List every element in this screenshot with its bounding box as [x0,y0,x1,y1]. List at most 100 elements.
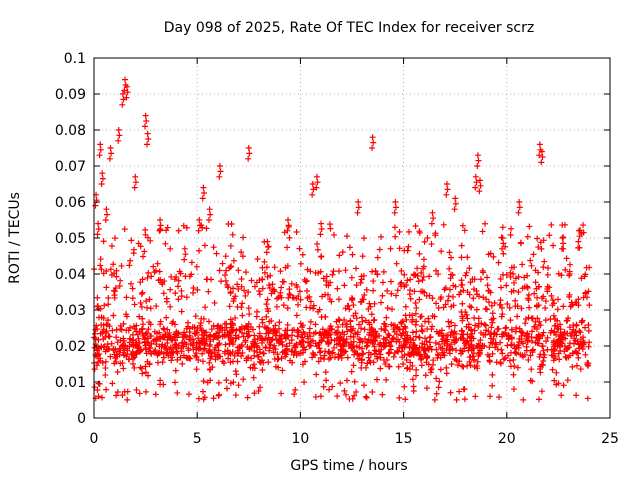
data-point [190,339,197,346]
data-point [491,331,498,338]
data-point [535,244,542,251]
data-point [233,327,240,334]
data-point [575,302,582,309]
data-point [212,344,219,351]
data-point [534,315,541,322]
data-point [507,317,514,324]
data-point [371,300,378,307]
data-point [582,271,589,278]
data-point [550,312,557,319]
data-point [297,260,304,267]
data-point [581,339,588,346]
data-point [346,244,353,251]
data-point [345,302,352,309]
data-point [235,382,242,389]
data-point [459,328,466,335]
data-point [488,324,495,331]
data-point [395,363,402,370]
data-point [386,363,393,370]
data-point [199,388,206,395]
data-point [112,346,119,353]
data-point [489,382,496,389]
data-point [169,354,176,361]
data-point [351,392,358,399]
data-point [366,300,373,307]
data-point [264,336,271,343]
data-point [547,316,554,323]
data-point [524,338,531,345]
data-point [196,222,203,229]
data-point [551,377,558,384]
data-point [256,288,263,295]
data-point [196,247,203,254]
data-point [259,276,266,283]
data-point [138,290,145,297]
data-point [448,341,455,348]
data-point [243,322,250,329]
data-point [412,223,419,230]
data-point [266,285,273,292]
data-point [406,344,413,351]
data-point [447,389,454,396]
data-point [586,264,593,271]
data-point [157,318,164,325]
data-point [348,327,355,334]
data-point [459,222,466,229]
data-point [421,289,428,296]
data-point [439,338,446,345]
data-point [336,353,343,360]
data-point [301,276,308,283]
data-point [560,382,567,389]
data-point [580,222,587,229]
data-point [515,209,522,216]
data-point [475,343,482,350]
x-tick-label: 10 [291,431,309,447]
data-point [121,226,128,233]
data-point [485,328,492,335]
data-point [535,340,542,347]
data-point [335,354,342,361]
data-point [527,352,534,359]
data-point [429,209,436,216]
data-point [485,287,492,294]
data-point [582,351,589,358]
data-point [531,290,538,297]
data-point [279,367,286,374]
data-point [240,376,247,383]
data-point [261,258,268,265]
data-point [570,326,577,333]
data-point [462,341,469,348]
data-point [464,315,471,322]
data-point [421,351,428,358]
data-point [157,377,164,384]
data-point [527,377,534,384]
data-point [272,346,279,353]
data-point [114,369,121,376]
data-point [312,340,319,347]
data-point [334,335,341,342]
data-point [576,227,583,234]
data-point [444,297,451,304]
data-point [257,384,264,391]
data-point [351,378,358,385]
data-point [369,388,376,395]
data-point [210,322,217,329]
data-point [140,253,147,260]
data-point [452,200,459,207]
data-point [378,299,385,306]
data-point [551,353,558,360]
data-point [100,322,107,329]
data-point [434,351,441,358]
data-point [542,317,549,324]
data-point [328,325,335,332]
data-point [145,326,152,333]
data-point [336,252,343,259]
data-point [526,304,533,311]
data-point [305,339,312,346]
data-point [210,244,217,251]
data-point [502,354,509,361]
data-point [121,76,128,83]
data-point [242,292,249,299]
data-point [184,323,191,330]
data-point [474,152,481,159]
